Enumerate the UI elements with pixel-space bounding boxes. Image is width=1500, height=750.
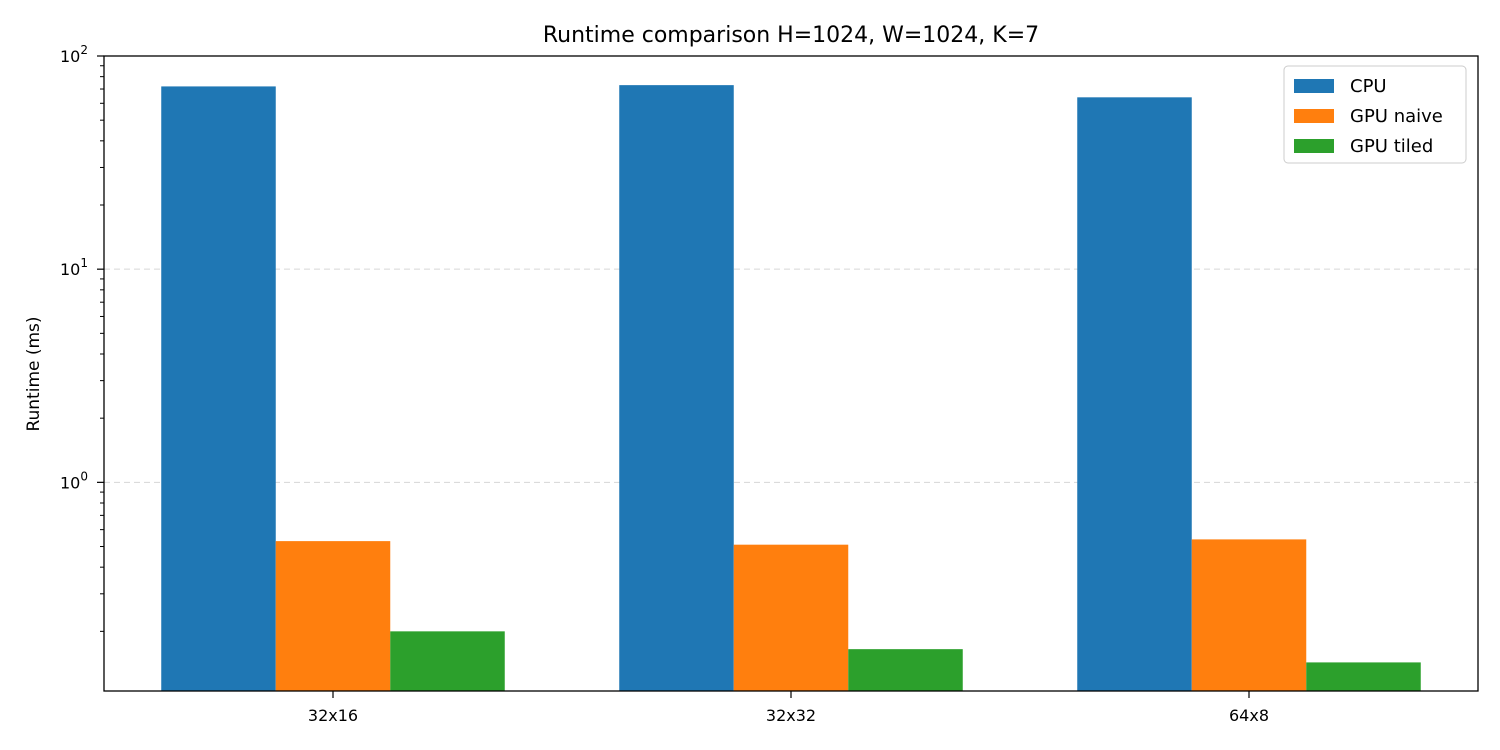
bar-cpu-64x8	[1077, 97, 1192, 691]
bar-gpu-naive-32x32	[733, 544, 849, 691]
bar-cpu-32x16	[161, 86, 276, 691]
x-tick-label: 32x32	[766, 706, 816, 725]
chart-title: Runtime comparison H=1024, W=1024, K=7	[543, 23, 1039, 48]
x-tick-label: 64x8	[1229, 706, 1269, 725]
bar-gpu-naive-64x8	[1191, 539, 1307, 691]
y-tick-label: 101	[60, 256, 88, 279]
x-tick-label: 32x16	[308, 706, 358, 725]
legend-swatch	[1294, 109, 1334, 123]
legend-swatch	[1294, 79, 1334, 93]
y-tick-label: 100	[60, 469, 88, 492]
legend-entry-label: GPU naive	[1350, 106, 1443, 127]
bar-gpu-tiled-32x16	[390, 631, 505, 691]
legend-swatch	[1294, 139, 1334, 153]
y-tick-label: 102	[60, 43, 88, 66]
legend: CPU GPU naive GPU tiled	[1283, 65, 1467, 164]
legend-entry-label: CPU	[1350, 76, 1387, 97]
bar-cpu-32x32	[619, 85, 734, 691]
y-axis-label: Runtime (ms)	[24, 316, 44, 431]
legend-entry-label: GPU tiled	[1350, 136, 1433, 157]
bar-gpu-tiled-64x8	[1306, 662, 1421, 691]
bar-gpu-naive-32x16	[275, 541, 391, 691]
bar-gpu-tiled-32x32	[848, 649, 963, 691]
